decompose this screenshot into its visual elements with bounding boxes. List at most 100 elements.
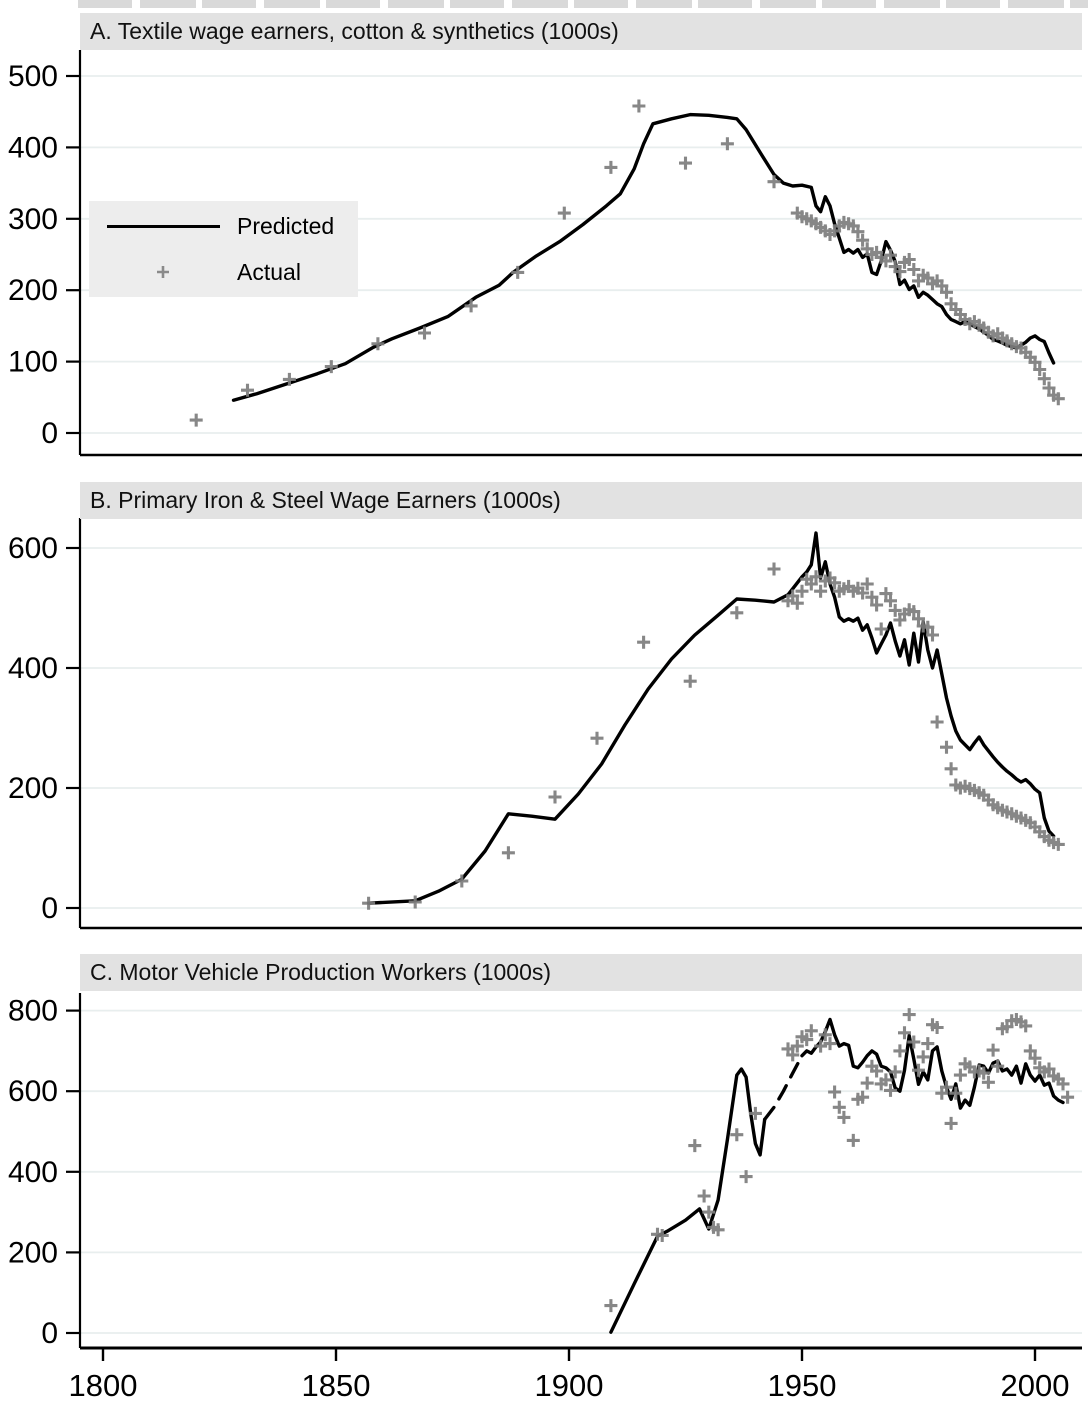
plus-marker — [865, 590, 879, 604]
y-tick-label: 600 — [8, 1075, 58, 1108]
plus-marker — [823, 1037, 837, 1051]
plus-marker — [464, 299, 478, 313]
plus-marker — [907, 263, 921, 276]
plus-marker — [702, 1205, 716, 1219]
plus-marker — [711, 1223, 725, 1237]
panel-a-plot: 0 100 200 300 400 500 — [8, 50, 1082, 457]
y-tick-label: 0 — [41, 417, 58, 450]
y-tick-label: 200 — [8, 274, 58, 307]
y-tick-label: 200 — [8, 1236, 58, 1269]
plus-marker — [837, 1110, 851, 1124]
panel-c-plot: 0 200 400 600 800 1800 1850 1900 1950 2000 — [8, 993, 1082, 1403]
y-tick-label: 300 — [8, 203, 58, 236]
y-tick-label: 200 — [8, 772, 58, 805]
predicted-line — [366, 531, 1056, 905]
plus-marker — [907, 605, 921, 619]
plus-marker — [720, 137, 734, 151]
plus-marker — [912, 612, 925, 626]
plus-marker — [282, 372, 296, 386]
panel-a-header: A. Textile wage earners, cotton & synthe… — [80, 13, 1082, 50]
actual-points — [362, 562, 1065, 910]
plus-marker — [1023, 1044, 1037, 1058]
y-tick-label: 100 — [8, 346, 58, 379]
y-tick-label: 600 — [8, 532, 58, 565]
plus-marker — [739, 1170, 753, 1184]
plus-marker — [790, 596, 804, 610]
plus-marker — [902, 253, 916, 266]
plus-marker — [874, 622, 888, 636]
line-sample-icon — [89, 224, 237, 228]
plus-marker — [809, 570, 823, 584]
plus-marker — [902, 1008, 916, 1022]
plus-marker — [632, 99, 646, 113]
plus-marker — [930, 715, 944, 729]
plus-marker — [981, 1075, 995, 1089]
plus-marker — [1051, 392, 1065, 406]
plus-marker — [241, 383, 254, 397]
x-tick-label: 1950 — [768, 1368, 837, 1403]
plus-marker — [1056, 1077, 1070, 1091]
plus-marker — [893, 265, 907, 279]
plus-marker — [832, 1100, 846, 1114]
plus-marker — [944, 1116, 958, 1130]
plus-marker — [991, 1059, 1005, 1073]
plus-marker — [856, 586, 870, 600]
plus-marker — [884, 594, 897, 608]
x-tick-label: 1800 — [69, 1368, 138, 1403]
plus-marker — [884, 248, 897, 262]
panel-c-header: C. Motor Vehicle Production Workers (100… — [80, 954, 1082, 991]
plus-marker — [986, 1043, 1000, 1057]
plus-marker — [926, 628, 939, 642]
plus-marker — [977, 1066, 991, 1080]
y-axis: 0 200 400 600 800 — [8, 993, 82, 1350]
gridlines — [80, 1009, 1082, 1334]
plus-marker — [748, 1106, 762, 1120]
legend-label-actual: Actual — [237, 258, 301, 285]
plus-marker — [916, 1050, 930, 1064]
plus-marker — [548, 790, 562, 804]
y-tick-label: 400 — [8, 1156, 58, 1189]
plus-marker — [860, 577, 874, 591]
plus-marker — [888, 603, 902, 617]
y-tick-label: 0 — [41, 1317, 58, 1350]
plus-marker — [940, 740, 953, 754]
plus-marker — [851, 225, 865, 239]
plus-marker — [930, 1021, 944, 1034]
plus-marker — [795, 584, 809, 598]
plus-marker — [408, 895, 422, 909]
plus-marker — [818, 1028, 832, 1042]
plus-marker — [940, 285, 953, 299]
plus-marker — [860, 1076, 874, 1090]
plus-marker — [730, 1128, 744, 1142]
gridlines — [80, 547, 1082, 909]
plus-marker — [604, 160, 618, 174]
plus-marker — [814, 584, 828, 598]
plus-marker — [637, 635, 651, 649]
plus-marker — [949, 1086, 963, 1100]
plus-marker — [846, 1133, 860, 1147]
plus-marker-icon — [89, 264, 237, 280]
actual-points — [189, 99, 1065, 427]
panel-b-title: B. Primary Iron & Steel Wage Earners (10… — [90, 487, 561, 513]
plus-marker — [418, 326, 431, 340]
plus-marker — [767, 175, 781, 189]
plus-marker — [730, 606, 744, 620]
plus-marker — [1028, 1051, 1042, 1065]
panel-b-header: B. Primary Iron & Steel Wage Earners (10… — [80, 482, 1082, 519]
plus-marker — [856, 1090, 870, 1104]
plus-marker — [767, 562, 781, 576]
plus-marker — [1061, 1090, 1075, 1104]
y-tick-label: 0 — [41, 892, 58, 925]
panel-a-title: A. Textile wage earners, cotton & synthe… — [90, 18, 619, 44]
plus-marker — [814, 1039, 828, 1053]
plus-marker — [804, 1024, 818, 1038]
plus-marker — [888, 1065, 902, 1079]
plus-marker — [604, 1299, 618, 1313]
legend-item-predicted: Predicted — [89, 205, 358, 247]
plus-marker — [907, 1035, 921, 1049]
plus-marker — [590, 731, 604, 745]
plus-marker — [828, 576, 842, 590]
y-axis: 0 100 200 300 400 500 — [8, 50, 82, 455]
